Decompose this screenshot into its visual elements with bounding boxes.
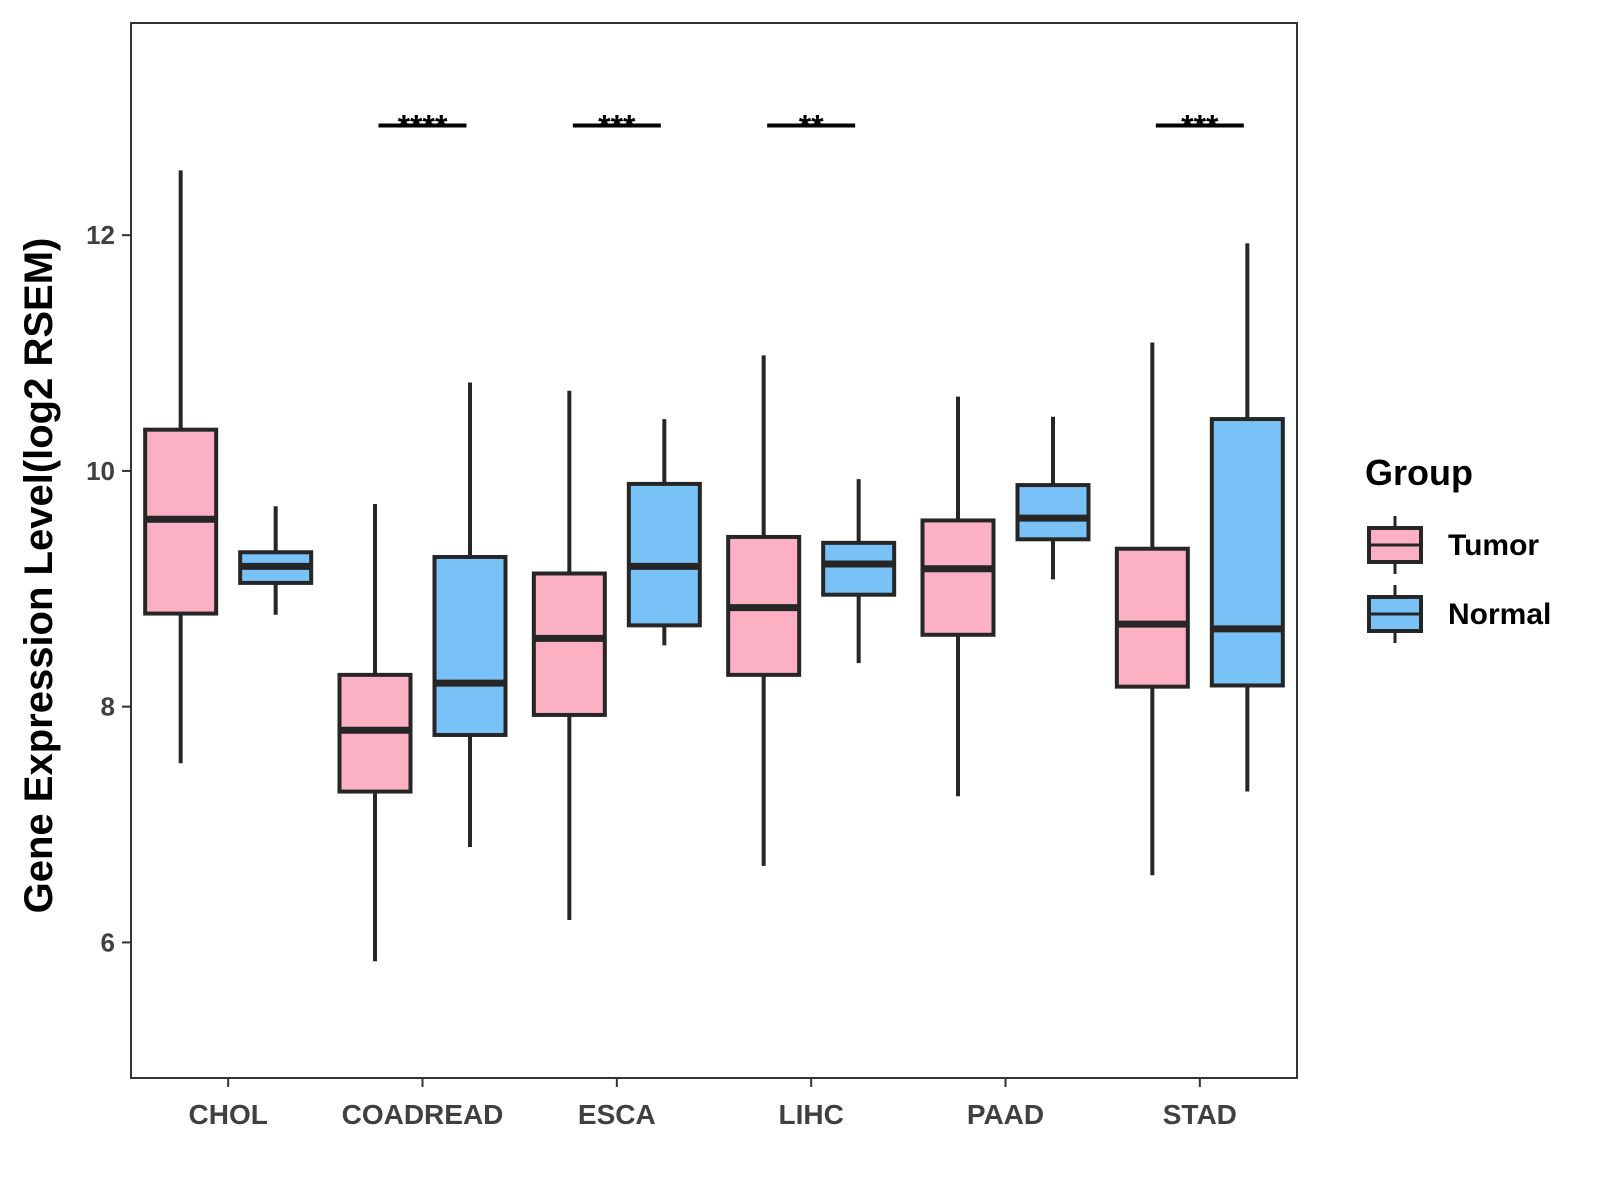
- box-tumor-esca: [531, 390, 607, 921]
- axis-layer: 6 8 10 12 CHOL COADREAD ESCA LIHC PAAD STAD Gene E…: [17, 220, 1237, 1130]
- legend-item-normal: Normal: [1367, 585, 1551, 643]
- legend-label-tumor: Tumor: [1448, 529, 1539, 562]
- box-normal-stad: [1209, 243, 1285, 792]
- box-tumor-chol: [143, 170, 219, 764]
- box-tumor-lihc: [726, 355, 802, 866]
- box-tumor-coadread: [337, 503, 413, 962]
- box-body: [1209, 417, 1285, 688]
- box-body: [920, 518, 996, 637]
- box-normal-esca: [626, 419, 702, 646]
- legend: Group Tumor Normal: [1365, 452, 1551, 643]
- legend-item-tumor: Tumor: [1367, 516, 1539, 574]
- y-tick-label-10: 10: [86, 456, 115, 486]
- x-tick-label-chol: CHOL: [189, 1099, 268, 1130]
- x-tick-label-paad: PAAD: [967, 1099, 1044, 1130]
- x-tick-label-coadread: COADREAD: [342, 1099, 504, 1130]
- box-tumor-stad: [1114, 342, 1190, 876]
- box-normal-coadread: [432, 382, 508, 847]
- plot-panel-border: [130, 22, 1298, 1079]
- y-tick-label-12: 12: [86, 220, 115, 250]
- box-normal-chol: [238, 506, 314, 615]
- significance-label-lihc: **: [799, 109, 824, 145]
- significance-label-esca: ***: [598, 109, 636, 145]
- x-tick-label-lihc: LIHC: [779, 1099, 844, 1130]
- y-axis-title: Gene Expression Level(log2 RSEM): [17, 238, 61, 914]
- x-tick-label-esca: ESCA: [578, 1099, 656, 1130]
- box-body: [1015, 483, 1091, 542]
- plot-panel: [130, 22, 1298, 1079]
- box-body: [432, 554, 508, 737]
- significance-layer: **** *** ** ***: [378, 109, 1244, 145]
- y-tick-label-6: 6: [101, 927, 115, 957]
- box-body: [626, 481, 702, 628]
- x-tick-label-stad: STAD: [1163, 1099, 1237, 1130]
- legend-label-normal: Normal: [1448, 598, 1551, 631]
- box-tumor-paad: [920, 396, 996, 797]
- box-body: [531, 571, 607, 717]
- box-body: [821, 540, 897, 597]
- legend-title: Group: [1365, 452, 1473, 493]
- box-normal-lihc: [821, 479, 897, 664]
- box-layer: [143, 170, 1285, 962]
- box-body: [1114, 546, 1190, 689]
- y-tick-label-8: 8: [101, 692, 115, 722]
- significance-label-stad: ***: [1181, 109, 1219, 145]
- significance-label-coadread: ****: [398, 109, 448, 145]
- box-normal-paad: [1015, 416, 1091, 580]
